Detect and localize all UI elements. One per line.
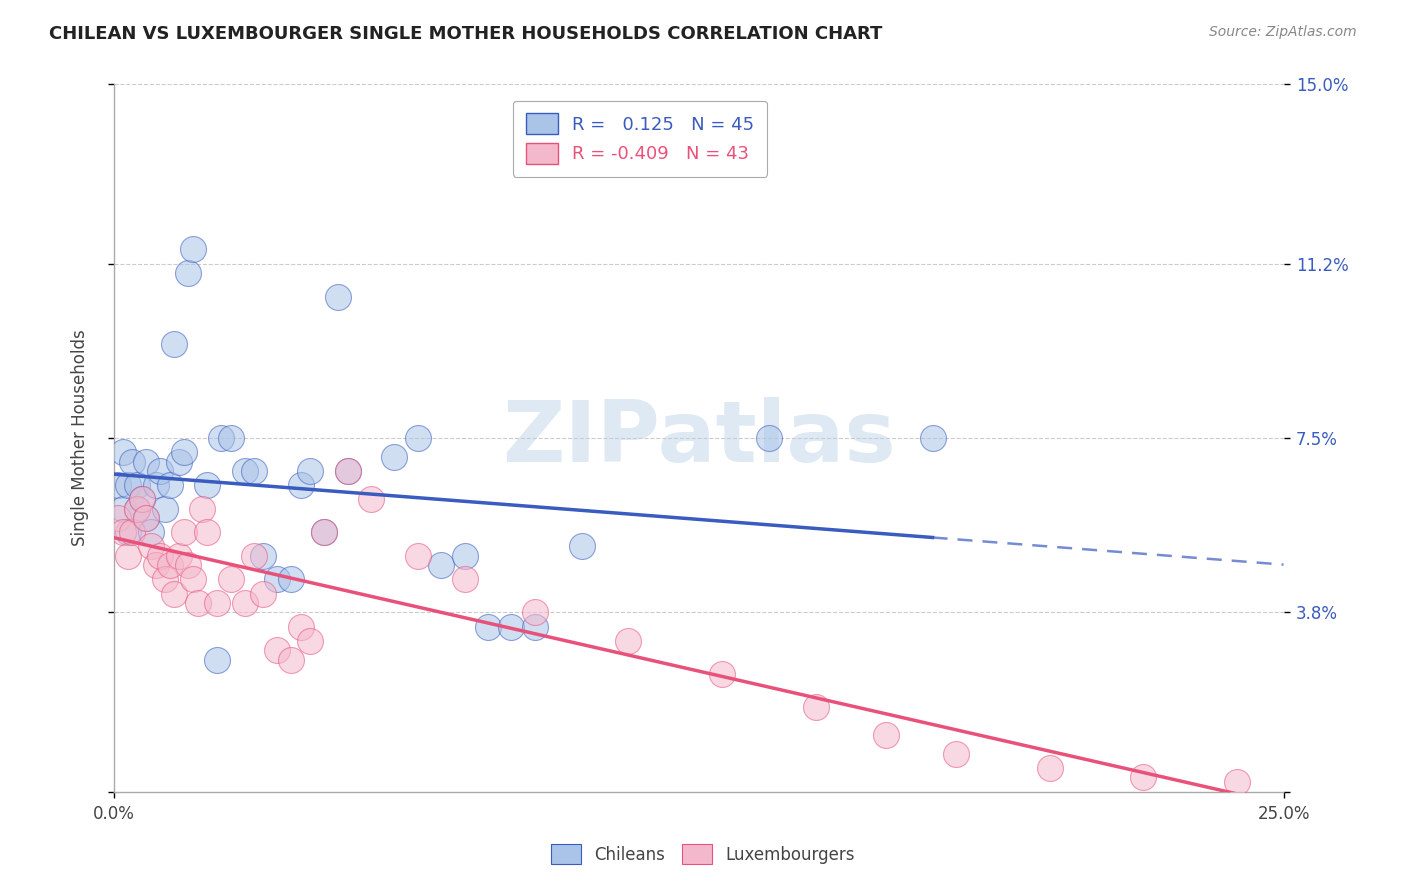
Point bbox=[243, 549, 266, 563]
Point bbox=[453, 573, 475, 587]
Point bbox=[875, 728, 897, 742]
Point bbox=[167, 549, 190, 563]
Point bbox=[314, 525, 336, 540]
Point bbox=[205, 652, 228, 666]
Text: ZIPatlas: ZIPatlas bbox=[502, 397, 896, 480]
Y-axis label: Single Mother Households: Single Mother Households bbox=[72, 330, 89, 547]
Point bbox=[149, 549, 172, 563]
Point bbox=[209, 431, 232, 445]
Point bbox=[280, 652, 302, 666]
Point bbox=[177, 558, 200, 573]
Point bbox=[945, 747, 967, 761]
Point bbox=[145, 558, 167, 573]
Point bbox=[117, 478, 139, 492]
Point bbox=[111, 445, 134, 459]
Point bbox=[266, 643, 288, 657]
Legend: R =   0.125   N = 45, R = -0.409   N = 43: R = 0.125 N = 45, R = -0.409 N = 43 bbox=[513, 101, 768, 177]
Point bbox=[139, 540, 162, 554]
Point bbox=[219, 431, 242, 445]
Point bbox=[125, 501, 148, 516]
Point bbox=[360, 492, 382, 507]
Point bbox=[430, 558, 453, 573]
Point bbox=[111, 525, 134, 540]
Point bbox=[1038, 761, 1060, 775]
Point bbox=[921, 431, 943, 445]
Point bbox=[159, 558, 181, 573]
Point bbox=[406, 549, 429, 563]
Point bbox=[299, 633, 322, 648]
Point bbox=[177, 266, 200, 280]
Point bbox=[299, 464, 322, 478]
Point bbox=[181, 573, 204, 587]
Point bbox=[135, 454, 157, 468]
Point bbox=[153, 501, 176, 516]
Point bbox=[149, 464, 172, 478]
Point bbox=[131, 492, 153, 507]
Point bbox=[477, 619, 499, 633]
Point bbox=[1132, 771, 1154, 785]
Point bbox=[280, 573, 302, 587]
Point bbox=[804, 699, 827, 714]
Point bbox=[121, 525, 143, 540]
Point bbox=[131, 492, 153, 507]
Point bbox=[205, 596, 228, 610]
Point bbox=[139, 525, 162, 540]
Point bbox=[117, 549, 139, 563]
Point bbox=[406, 431, 429, 445]
Point bbox=[453, 549, 475, 563]
Point bbox=[290, 619, 312, 633]
Point bbox=[243, 464, 266, 478]
Point bbox=[501, 619, 523, 633]
Point bbox=[135, 511, 157, 525]
Point bbox=[187, 596, 209, 610]
Point bbox=[290, 478, 312, 492]
Point bbox=[173, 525, 195, 540]
Point bbox=[195, 525, 218, 540]
Point bbox=[159, 478, 181, 492]
Text: CHILEAN VS LUXEMBOURGER SINGLE MOTHER HOUSEHOLDS CORRELATION CHART: CHILEAN VS LUXEMBOURGER SINGLE MOTHER HO… bbox=[49, 25, 883, 43]
Point bbox=[523, 606, 546, 620]
Point bbox=[219, 573, 242, 587]
Point bbox=[153, 573, 176, 587]
Point bbox=[252, 586, 274, 600]
Legend: Chileans, Luxembourgers: Chileans, Luxembourgers bbox=[544, 838, 862, 871]
Point bbox=[571, 540, 593, 554]
Point bbox=[266, 573, 288, 587]
Point bbox=[111, 501, 134, 516]
Point bbox=[107, 511, 129, 525]
Point bbox=[523, 619, 546, 633]
Text: Source: ZipAtlas.com: Source: ZipAtlas.com bbox=[1209, 25, 1357, 39]
Point bbox=[125, 501, 148, 516]
Point bbox=[181, 243, 204, 257]
Point bbox=[163, 586, 186, 600]
Point bbox=[252, 549, 274, 563]
Point bbox=[125, 478, 148, 492]
Point bbox=[710, 666, 733, 681]
Point bbox=[121, 454, 143, 468]
Point bbox=[382, 450, 405, 464]
Point bbox=[135, 511, 157, 525]
Point bbox=[107, 478, 129, 492]
Point bbox=[336, 464, 359, 478]
Point bbox=[314, 525, 336, 540]
Point bbox=[1226, 775, 1249, 789]
Point bbox=[163, 336, 186, 351]
Point bbox=[233, 596, 256, 610]
Point bbox=[145, 478, 167, 492]
Point bbox=[328, 289, 350, 303]
Point bbox=[233, 464, 256, 478]
Point bbox=[336, 464, 359, 478]
Point bbox=[117, 525, 139, 540]
Point bbox=[167, 454, 190, 468]
Point bbox=[191, 501, 214, 516]
Point bbox=[617, 633, 640, 648]
Point bbox=[758, 431, 780, 445]
Point bbox=[173, 445, 195, 459]
Point bbox=[195, 478, 218, 492]
